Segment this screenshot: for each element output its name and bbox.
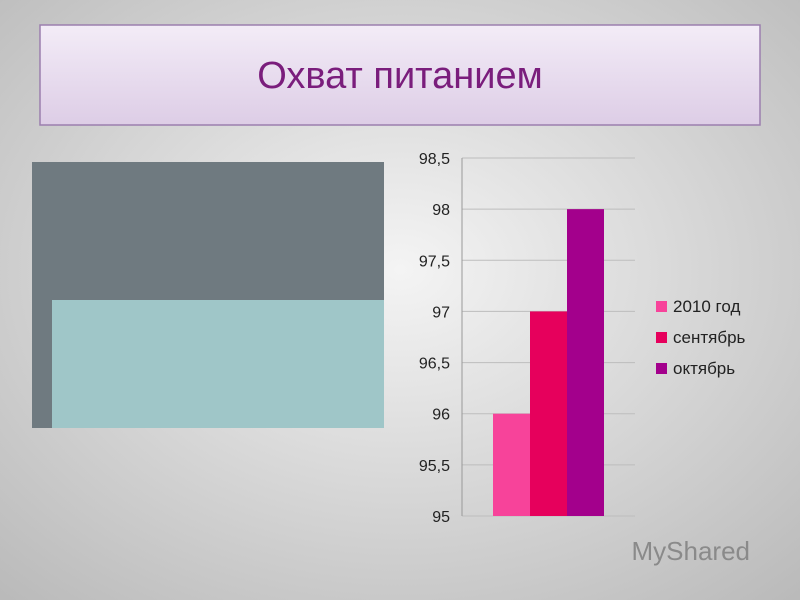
chart: 95 95,5 96 96,5 97 97,5 98 98,5 2010 год сентябрь… [419, 151, 746, 526]
bar [530, 311, 567, 516]
y-tick-label: 97,5 [419, 253, 450, 270]
y-tick-label: 98 [432, 202, 450, 219]
photo-table [52, 300, 384, 428]
title-box [39, 24, 761, 126]
bar [567, 209, 604, 516]
legend-label: октябрь [673, 359, 735, 378]
legend-label: сентябрь [673, 328, 746, 347]
legend-swatch [656, 301, 667, 312]
y-tick-label: 95,5 [419, 458, 450, 475]
y-tick-label: 96,5 [419, 356, 450, 373]
watermark: MyShared [632, 536, 751, 566]
y-tick-label: 98,5 [419, 151, 450, 168]
bar [493, 413, 530, 516]
y-tick-label: 96 [432, 407, 450, 424]
legend-swatch [656, 332, 667, 343]
y-tick-label: 95 [432, 509, 450, 526]
slide-title: Охват питанием [257, 55, 543, 97]
legend-swatch [656, 363, 667, 374]
legend-label: 2010 год [673, 297, 740, 316]
y-tick-label: 97 [432, 304, 450, 321]
